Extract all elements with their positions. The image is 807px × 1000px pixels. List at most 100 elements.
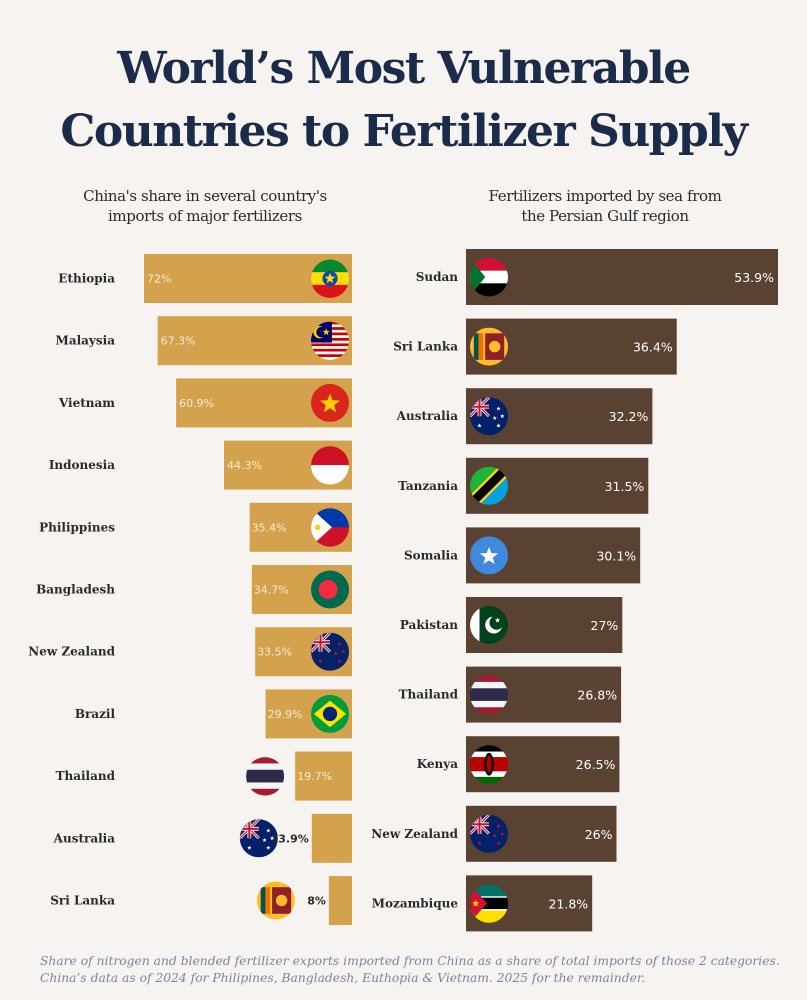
left-row-ethiopia: Ethiopia 72% [58,254,352,303]
right-row-sri-lanka: Sri Lanka 36.4% [393,318,677,375]
left-category-label: Sri Lanka [50,894,115,908]
left-value-label: 34.7% [254,584,289,597]
right-row-thailand: Thailand 26.8% [399,666,622,723]
new-zealand-flag-icon [470,814,508,853]
malaysia-flag-icon [311,321,349,360]
left-category-label: Malaysia [56,334,116,348]
right-value-label: 31.5% [605,479,645,494]
right-bar [466,249,778,305]
left-chart-subtitle: China's share in several country's impor… [40,186,370,226]
vietnam-flag-icon [311,383,349,422]
right-chart-subtitle-line-2: the Persian Gulf region [521,207,689,225]
left-category-label: Vietnam [58,396,115,410]
page-title-line-2: Countries to Fertilizer Supply [60,106,748,157]
right-value-label: 21.8% [548,896,588,911]
right-category-label: Australia [396,409,459,423]
right-value-label: 36.4% [633,340,673,355]
right-category-label: New Zealand [371,827,458,841]
bangladesh-flag-icon [311,570,349,609]
left-row-vietnam: Vietnam 60.9% [58,378,352,428]
right-value-label: 27% [591,618,619,633]
right-bar-chart: Sudan 53.9% Sri Lanka 36.4% Australia 32.2% Ta… [371,249,778,932]
page-title-line-1: World’s Most Vulnerable [117,43,691,94]
left-value-label: 35.4% [252,521,287,534]
left-row-indonesia: Indonesia 44.3% [49,440,352,490]
right-value-label: 26.5% [576,757,616,772]
left-value-label: 19.7% [297,770,332,783]
right-category-label: Somalia [404,548,458,562]
right-category-label: Tanzania [398,479,458,493]
kenya-flag-icon [470,745,508,784]
left-chart-subtitle-line-1: China's share in several country's [83,187,327,205]
left-value-label: 13.9% [271,832,309,845]
left-category-label: Brazil [75,707,116,721]
left-row-australia: Australia 13.9% [53,813,352,863]
right-value-label: 53.9% [734,270,774,285]
left-value-label: 29.9% [268,708,303,721]
left-category-label: Ethiopia [58,272,115,286]
australia-flag-icon [239,819,278,858]
right-row-sudan: Sudan 53.9% [416,249,778,305]
right-value-label: 26% [585,827,613,842]
mozambique-flag-icon [470,884,508,923]
right-category-label: Sudan [416,270,459,284]
right-value-label: 32.2% [609,409,649,424]
sudan-flag-icon [470,258,508,297]
footnote: Share of nitrogen and blended fertilizer… [40,954,780,985]
left-row-sri-lanka: Sri Lanka 8% [50,876,352,925]
right-row-somalia: Somalia 30.1% [404,527,641,584]
right-chart-subtitle: Fertilizers imported by sea from the Per… [440,186,770,226]
somalia-flag-icon [470,536,508,575]
left-row-bangladesh: Bangladesh 34.7% [36,565,352,614]
right-category-label: Mozambique [372,896,459,910]
left-category-label: Thailand [56,769,116,783]
australia-flag-icon [470,397,508,436]
left-bar-chart: Ethiopia 72% Malaysia 67.3% Vietnam 60.9% Indo… [28,254,352,925]
left-row-brazil: Brazil 29.9% [75,689,352,739]
philippines-flag-icon [311,508,349,547]
ethiopia-flag-icon [311,259,349,298]
right-row-tanzania: Tanzania 31.5% [398,457,649,514]
left-category-label: Indonesia [49,458,115,472]
left-category-label: Bangladesh [36,583,115,597]
left-value-label: 33.5% [257,646,292,659]
left-category-label: Philippines [39,520,115,534]
right-category-label: Thailand [399,688,459,702]
sri-lanka-flag-icon [470,327,508,366]
right-value-label: 30.1% [596,548,636,563]
left-category-label: Australia [53,831,116,845]
tanzania-flag-icon [470,466,509,505]
left-chart-subtitle-line-2: imports of major fertilizers [108,207,302,225]
left-value-label: 67.3% [161,335,196,348]
right-value-label: 26.8% [577,688,617,703]
right-row-pakistan: Pakistan 27% [400,597,623,653]
sri-lanka-flag-icon [256,881,295,920]
left-value-label: 8% [307,895,326,908]
left-row-philippines: Philippines 35.4% [39,502,352,552]
indonesia-flag-icon [311,446,349,485]
left-row-thailand: Thailand 19.7% [56,751,352,801]
right-row-kenya: Kenya 26.5% [417,736,620,793]
right-chart-subtitle-line-1: Fertilizers imported by sea from [488,187,722,205]
right-row-new-zealand: New Zealand 26% [371,805,617,862]
brazil-flag-icon [311,694,349,733]
left-row-malaysia: Malaysia 67.3% [56,316,352,366]
left-value-label: 60.9% [179,397,214,410]
right-category-label: Pakistan [400,618,458,632]
right-row-mozambique: Mozambique 21.8% [372,875,593,932]
right-category-label: Kenya [417,757,458,771]
left-value-label: 44.3% [227,459,262,472]
right-category-label: Sri Lanka [393,340,458,354]
left-bar [295,751,352,801]
new-zealand-flag-icon [311,632,349,671]
left-bar [328,876,352,925]
left-row-new-zealand: New Zealand 33.5% [28,627,352,677]
left-category-label: New Zealand [28,645,115,659]
right-row-australia: Australia 32.2% [396,388,653,445]
thailand-flag-icon [246,757,285,796]
thailand-flag-icon [470,675,508,715]
pakistan-flag-icon [470,606,508,644]
left-bar [311,813,352,863]
left-value-label: 72% [147,273,171,286]
